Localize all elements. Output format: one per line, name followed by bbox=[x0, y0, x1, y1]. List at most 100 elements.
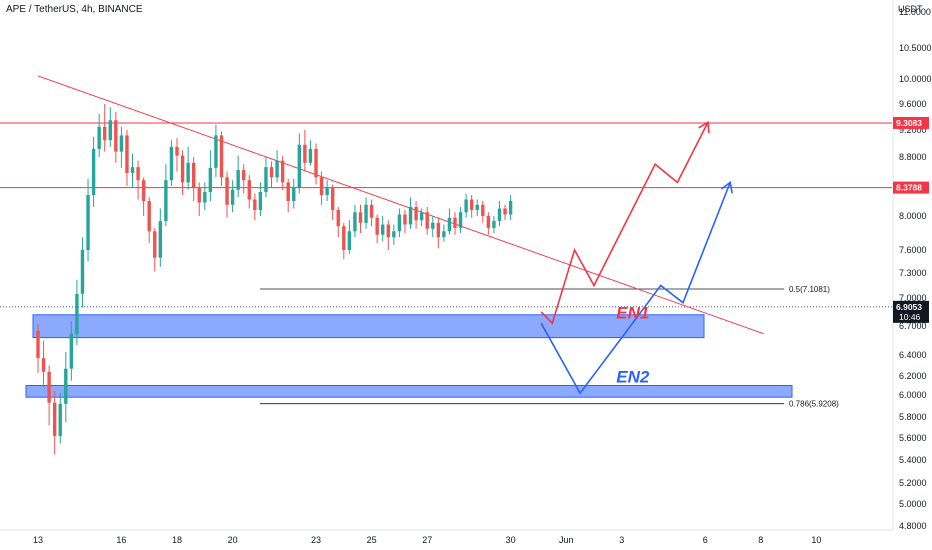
candle-up bbox=[164, 180, 168, 222]
candle-up bbox=[158, 221, 163, 258]
candle-up bbox=[97, 126, 101, 149]
candle-down bbox=[52, 402, 57, 436]
candle-down bbox=[436, 222, 441, 238]
candle-up bbox=[308, 148, 313, 163]
candle-down bbox=[336, 210, 340, 227]
candle-down bbox=[242, 170, 246, 181]
price-tag-value: 8.3788 bbox=[896, 183, 922, 193]
price-tag-countdown: 10:46 bbox=[899, 312, 921, 322]
candle-down bbox=[175, 146, 179, 156]
candle-down bbox=[369, 204, 374, 218]
candle-down bbox=[403, 214, 407, 225]
candle-down bbox=[303, 144, 307, 163]
candle-up bbox=[297, 144, 302, 188]
price-tag-value: 6.9053 bbox=[896, 302, 922, 312]
red-projection-arrowhead bbox=[698, 120, 710, 134]
candle-down bbox=[280, 160, 285, 183]
price-tick-label: 6.4000 bbox=[899, 350, 927, 360]
time-tick-label: 16 bbox=[116, 535, 126, 545]
price-axis: 11.0000 10.5000 10.0000 9.6000 9.2000 8.8000 8… bbox=[899, 7, 932, 531]
descending-trendline bbox=[37, 75, 764, 335]
candle-down bbox=[36, 330, 40, 359]
time-tick-label: 30 bbox=[506, 535, 516, 545]
price-tick-label: 10.0000 bbox=[899, 74, 932, 84]
time-tick-label: Jun bbox=[559, 535, 574, 545]
candle-down bbox=[47, 371, 51, 403]
candle-down bbox=[342, 226, 346, 250]
lower-zone bbox=[25, 385, 793, 398]
candle-up bbox=[169, 146, 174, 181]
candle-up bbox=[408, 207, 413, 225]
time-tick-label: 27 bbox=[422, 535, 432, 545]
time-tick-label: 13 bbox=[33, 535, 43, 545]
fib-level-label: 0.786(5.9208) bbox=[789, 400, 839, 409]
time-axis: 13 16 18 20 23 25 27 30 Jun 3 6 8 10 bbox=[33, 535, 821, 545]
candle-down bbox=[319, 177, 324, 195]
price-tag bbox=[893, 116, 929, 129]
time-tick-label: 20 bbox=[228, 535, 238, 545]
candle-up bbox=[492, 221, 496, 228]
price-tick-label: 6.0000 bbox=[899, 390, 927, 400]
en2-label: EN2 bbox=[616, 368, 650, 387]
candle-up bbox=[108, 120, 112, 141]
candle-down bbox=[375, 217, 379, 235]
candle-down bbox=[125, 135, 129, 173]
candle-down bbox=[358, 212, 363, 223]
candle-down bbox=[197, 187, 201, 203]
price-tick-label: 10.5000 bbox=[899, 43, 932, 53]
candle-down bbox=[481, 204, 485, 216]
candle-down bbox=[103, 126, 107, 141]
price-tick-label: 7.0000 bbox=[899, 293, 927, 303]
candle-down bbox=[503, 208, 507, 215]
candle-down bbox=[136, 167, 140, 181]
candle-up bbox=[497, 208, 502, 222]
candle-down bbox=[219, 135, 224, 178]
candle-up bbox=[186, 162, 190, 183]
blue-projection bbox=[540, 182, 731, 395]
candle-up bbox=[130, 167, 135, 173]
price-tick-label: 5.6000 bbox=[899, 433, 927, 443]
time-tick-label: 10 bbox=[811, 535, 821, 545]
candle-down bbox=[314, 148, 318, 178]
grid-layer bbox=[0, 0, 894, 531]
candle-up bbox=[325, 187, 329, 195]
candle-down bbox=[269, 167, 274, 178]
candle-down bbox=[425, 212, 429, 229]
candle-up bbox=[119, 135, 124, 152]
axis-unit-label: USDT bbox=[898, 4, 923, 14]
price-tick-label: 4.8000 bbox=[899, 521, 927, 531]
candle-up bbox=[353, 212, 357, 232]
price-tick-label: 5.0000 bbox=[899, 499, 927, 509]
price-tick-label: 6.2000 bbox=[899, 371, 927, 381]
price-tick-label: 5.2000 bbox=[899, 478, 927, 488]
candle-down bbox=[41, 358, 46, 372]
candle-up bbox=[392, 231, 396, 238]
candle-up bbox=[75, 293, 79, 334]
candle-down bbox=[191, 162, 196, 188]
candle-up bbox=[475, 204, 479, 210]
price-tag-value: 9.3083 bbox=[896, 118, 922, 128]
candle-up bbox=[419, 212, 424, 221]
candle-up bbox=[447, 217, 452, 232]
projection-paths bbox=[540, 120, 733, 395]
blue-projection-arrowhead bbox=[720, 180, 733, 194]
candle-up bbox=[214, 135, 218, 168]
candle-up bbox=[236, 170, 240, 190]
support-zones bbox=[25, 314, 793, 398]
red-projection bbox=[540, 121, 709, 325]
price-tick-label: 9.2000 bbox=[899, 125, 927, 135]
time-tick-label: 25 bbox=[367, 535, 377, 545]
candle-down bbox=[386, 224, 390, 238]
candle-up bbox=[464, 199, 468, 213]
candle-up bbox=[264, 167, 268, 192]
candle-down bbox=[469, 199, 474, 210]
candle-up bbox=[347, 231, 352, 250]
price-tag bbox=[893, 300, 929, 323]
time-tick-label: 3 bbox=[619, 535, 624, 545]
fib-level-label: 0.5(7.1081) bbox=[789, 285, 830, 294]
candle-down bbox=[253, 199, 257, 210]
price-tick-label: 5.8000 bbox=[899, 412, 927, 422]
candle-up bbox=[431, 222, 435, 229]
